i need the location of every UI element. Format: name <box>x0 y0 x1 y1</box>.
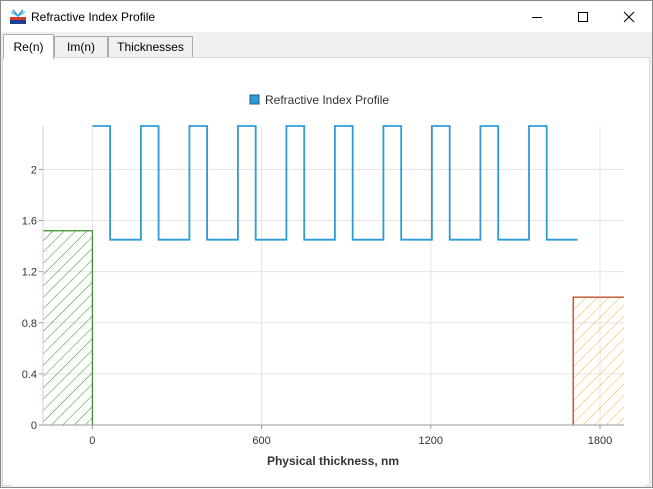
tab-label: Thicknesses <box>117 40 184 54</box>
substrate-boundary <box>43 230 93 425</box>
axes: 0 600 1200 1800 0 0.4 0.8 1.2 1.6 2 <box>22 126 624 447</box>
index-profile-line <box>92 125 578 241</box>
tab-content: 0 600 1200 1800 0 0.4 0.8 1.2 1.6 2 Refractive In… <box>2 57 650 486</box>
minimize-icon <box>532 16 542 18</box>
ambient-hatch <box>573 297 624 425</box>
x-tick-label: 1800 <box>588 435 612 447</box>
chart-container: 0 600 1200 1800 0 0.4 0.8 1.2 1.6 2 Refractive In… <box>12 68 645 486</box>
grid <box>43 126 624 426</box>
tab-bar: Re(n) Im(n) Thicknesses <box>1 32 652 59</box>
y-tick-label: 0.8 <box>22 318 37 330</box>
y-tick-label: 0.4 <box>22 369 37 381</box>
media-regions <box>43 230 624 425</box>
close-button[interactable] <box>606 1 652 32</box>
minimize-button[interactable] <box>514 1 560 32</box>
legend-label: Refractive Index Profile <box>265 93 389 107</box>
maximize-icon <box>578 11 588 22</box>
y-tick-label: 1.6 <box>22 216 37 228</box>
title-bar[interactable]: Refractive Index Profile <box>1 1 652 32</box>
x-axis-label: Physical thickness, nm <box>267 454 399 468</box>
refractive-index-chart: 0 600 1200 1800 0 0.4 0.8 1.2 1.6 2 Refractive In… <box>22 93 624 468</box>
tab-re-n[interactable]: Re(n) <box>3 34 54 59</box>
tab-label: Re(n) <box>13 40 44 54</box>
legend-swatch <box>249 94 260 105</box>
x-tick-label: 600 <box>252 435 270 447</box>
y-tick-label: 1.2 <box>22 267 37 279</box>
ambient-boundary <box>572 296 624 425</box>
series <box>92 125 578 241</box>
maximize-button[interactable] <box>560 1 606 32</box>
x-tick-label: 0 <box>89 435 95 447</box>
tab-label: Im(n) <box>67 40 95 54</box>
window-title: Refractive Index Profile <box>31 10 156 24</box>
substrate-hatch <box>43 230 93 425</box>
layers-icon <box>10 9 26 24</box>
x-tick-label: 1200 <box>419 435 443 447</box>
legend: Refractive Index Profile <box>249 93 389 107</box>
tab-thicknesses[interactable]: Thicknesses <box>108 36 193 57</box>
y-tick-label: 2 <box>31 164 37 176</box>
close-icon <box>623 11 635 22</box>
tab-im-n[interactable]: Im(n) <box>54 36 108 57</box>
y-tick-label: 0 <box>31 420 37 432</box>
